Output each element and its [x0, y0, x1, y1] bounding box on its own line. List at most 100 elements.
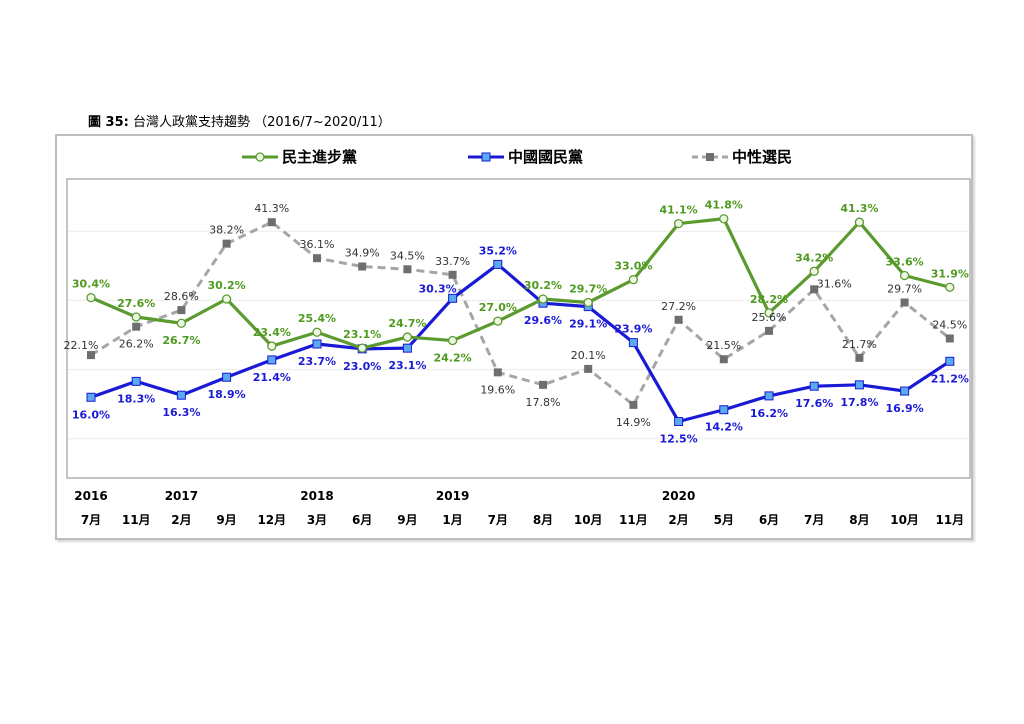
- data-label: 14.2%: [705, 421, 743, 434]
- data-point: [86, 392, 96, 402]
- x-tick-label: 11月: [935, 513, 964, 527]
- data-point: [312, 339, 322, 349]
- x-tick-label: 8月: [533, 513, 553, 527]
- data-point: [221, 294, 232, 304]
- x-year-label: 2016: [74, 489, 107, 503]
- data-point: [899, 270, 910, 281]
- data-point: [176, 390, 186, 400]
- data-label: 17.6%: [795, 397, 833, 410]
- x-tick-label: 6月: [759, 513, 779, 527]
- data-point: [448, 270, 457, 279]
- data-label: 33.7%: [435, 255, 470, 268]
- legend-marker: [255, 152, 265, 162]
- data-point: [448, 293, 458, 303]
- data-label: 35.2%: [479, 244, 517, 257]
- data-point: [719, 405, 729, 415]
- x-tick-label: 5月: [714, 513, 734, 527]
- series-neutral: [87, 218, 954, 409]
- data-label: 29.6%: [524, 314, 562, 327]
- x-tick-label: 1月: [442, 513, 462, 527]
- data-label: 16.3%: [162, 406, 200, 419]
- data-point: [809, 266, 819, 276]
- data-label: 30.2%: [524, 279, 562, 292]
- x-tick-label: 7月: [81, 513, 101, 527]
- data-label: 20.1%: [571, 349, 606, 362]
- data-label: 23.1%: [388, 359, 426, 372]
- data-label: 36.1%: [300, 238, 335, 251]
- data-label: 41.8%: [705, 199, 743, 212]
- data-point: [402, 343, 412, 353]
- data-label: 26.2%: [119, 338, 154, 351]
- data-point: [403, 265, 412, 274]
- data-point: [312, 327, 322, 337]
- data-label: 31.9%: [931, 267, 969, 280]
- data-point: [764, 308, 774, 318]
- series-line: [90, 217, 951, 350]
- data-point: [900, 386, 910, 396]
- data-label: 18.9%: [208, 388, 246, 401]
- x-tick-label: 7月: [804, 513, 824, 527]
- x-year-label: 2018: [300, 489, 333, 503]
- data-point: [86, 292, 96, 303]
- data-label: 16.0%: [72, 408, 110, 421]
- data-point: [719, 355, 728, 364]
- data-point: [131, 376, 141, 386]
- plot-area: [66, 178, 971, 479]
- figure-range: （2016/7~2020/11）: [254, 115, 391, 130]
- data-point: [538, 294, 548, 304]
- data-label: 24.7%: [388, 317, 426, 330]
- x-tick-label: 6月: [352, 513, 372, 527]
- data-point: [945, 356, 955, 366]
- data-label: 33.0%: [614, 260, 652, 273]
- data-point: [810, 285, 819, 294]
- x-tick-label: 8月: [849, 513, 869, 527]
- data-point: [267, 341, 277, 351]
- data-label: 16.9%: [886, 402, 924, 415]
- data-label: 30.2%: [208, 279, 246, 292]
- data-label: 30.3%: [419, 282, 457, 295]
- data-point: [809, 381, 819, 391]
- x-tick-label: 10月: [574, 513, 603, 527]
- data-point: [673, 218, 684, 229]
- data-label: 12.5%: [660, 433, 698, 446]
- series-layer: 22.1% 26.2% 28.6% 38.2% 41.3% 36.1% 34.9% 34.5%…: [64, 199, 969, 446]
- x-tick-label: 12月: [257, 513, 286, 527]
- data-label: 22.1%: [64, 339, 99, 352]
- data-point: [719, 214, 729, 224]
- data-label: 41.1%: [660, 204, 698, 217]
- data-label: 41.3%: [254, 202, 289, 215]
- data-point: [267, 355, 277, 365]
- data-point: [583, 297, 593, 308]
- data-label: 29.1%: [569, 318, 607, 331]
- data-label: 25.6%: [752, 311, 787, 324]
- data-label: 24.5%: [932, 318, 967, 331]
- data-point: [176, 318, 187, 328]
- data-label: 41.3%: [840, 202, 878, 215]
- data-point: [765, 326, 773, 335]
- legend-label: 中國國民黨: [508, 148, 583, 166]
- data-point: [855, 353, 864, 362]
- data-label: 23.9%: [614, 323, 652, 336]
- data-labels: 22.1% 26.2% 28.6% 38.2% 41.3% 36.1% 34.9% 34.5%…: [64, 202, 968, 429]
- data-point: [764, 391, 774, 401]
- data-point: [222, 372, 232, 382]
- x-tick-label: 2月: [171, 513, 191, 527]
- data-label: 29.7%: [887, 282, 922, 295]
- x-year-label: 2020: [662, 489, 695, 503]
- data-label: 23.7%: [298, 355, 336, 368]
- data-label: 26.7%: [162, 334, 200, 347]
- data-label: 34.5%: [390, 249, 425, 262]
- series-dpp: [86, 214, 955, 353]
- x-tick-label: 11月: [619, 513, 648, 527]
- data-point: [131, 312, 141, 322]
- data-point: [900, 298, 909, 307]
- data-point: [629, 400, 638, 409]
- data-point: [674, 417, 684, 426]
- figure-title: 台灣人政黨支持趨勢: [132, 115, 250, 130]
- legend-label: 中性選民: [732, 148, 792, 166]
- data-label: 31.6%: [817, 277, 852, 290]
- data-point: [132, 322, 141, 331]
- legend: 民主進步黨 中國國民黨 中性選民: [242, 148, 792, 166]
- data-point: [493, 368, 502, 377]
- data-label: 24.2%: [434, 352, 472, 365]
